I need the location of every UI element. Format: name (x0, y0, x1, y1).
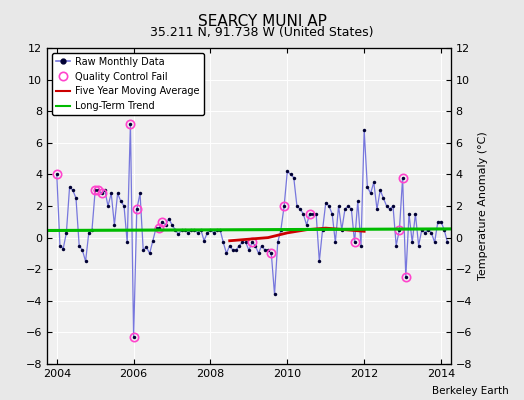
Text: SEARCY MUNI AP: SEARCY MUNI AP (198, 14, 326, 29)
Legend: Raw Monthly Data, Quality Control Fail, Five Year Moving Average, Long-Term Tren: Raw Monthly Data, Quality Control Fail, … (52, 53, 204, 115)
Text: Berkeley Earth: Berkeley Earth (432, 386, 508, 396)
Y-axis label: Temperature Anomaly (°C): Temperature Anomaly (°C) (477, 132, 487, 280)
Text: 35.211 N, 91.738 W (United States): 35.211 N, 91.738 W (United States) (150, 26, 374, 39)
